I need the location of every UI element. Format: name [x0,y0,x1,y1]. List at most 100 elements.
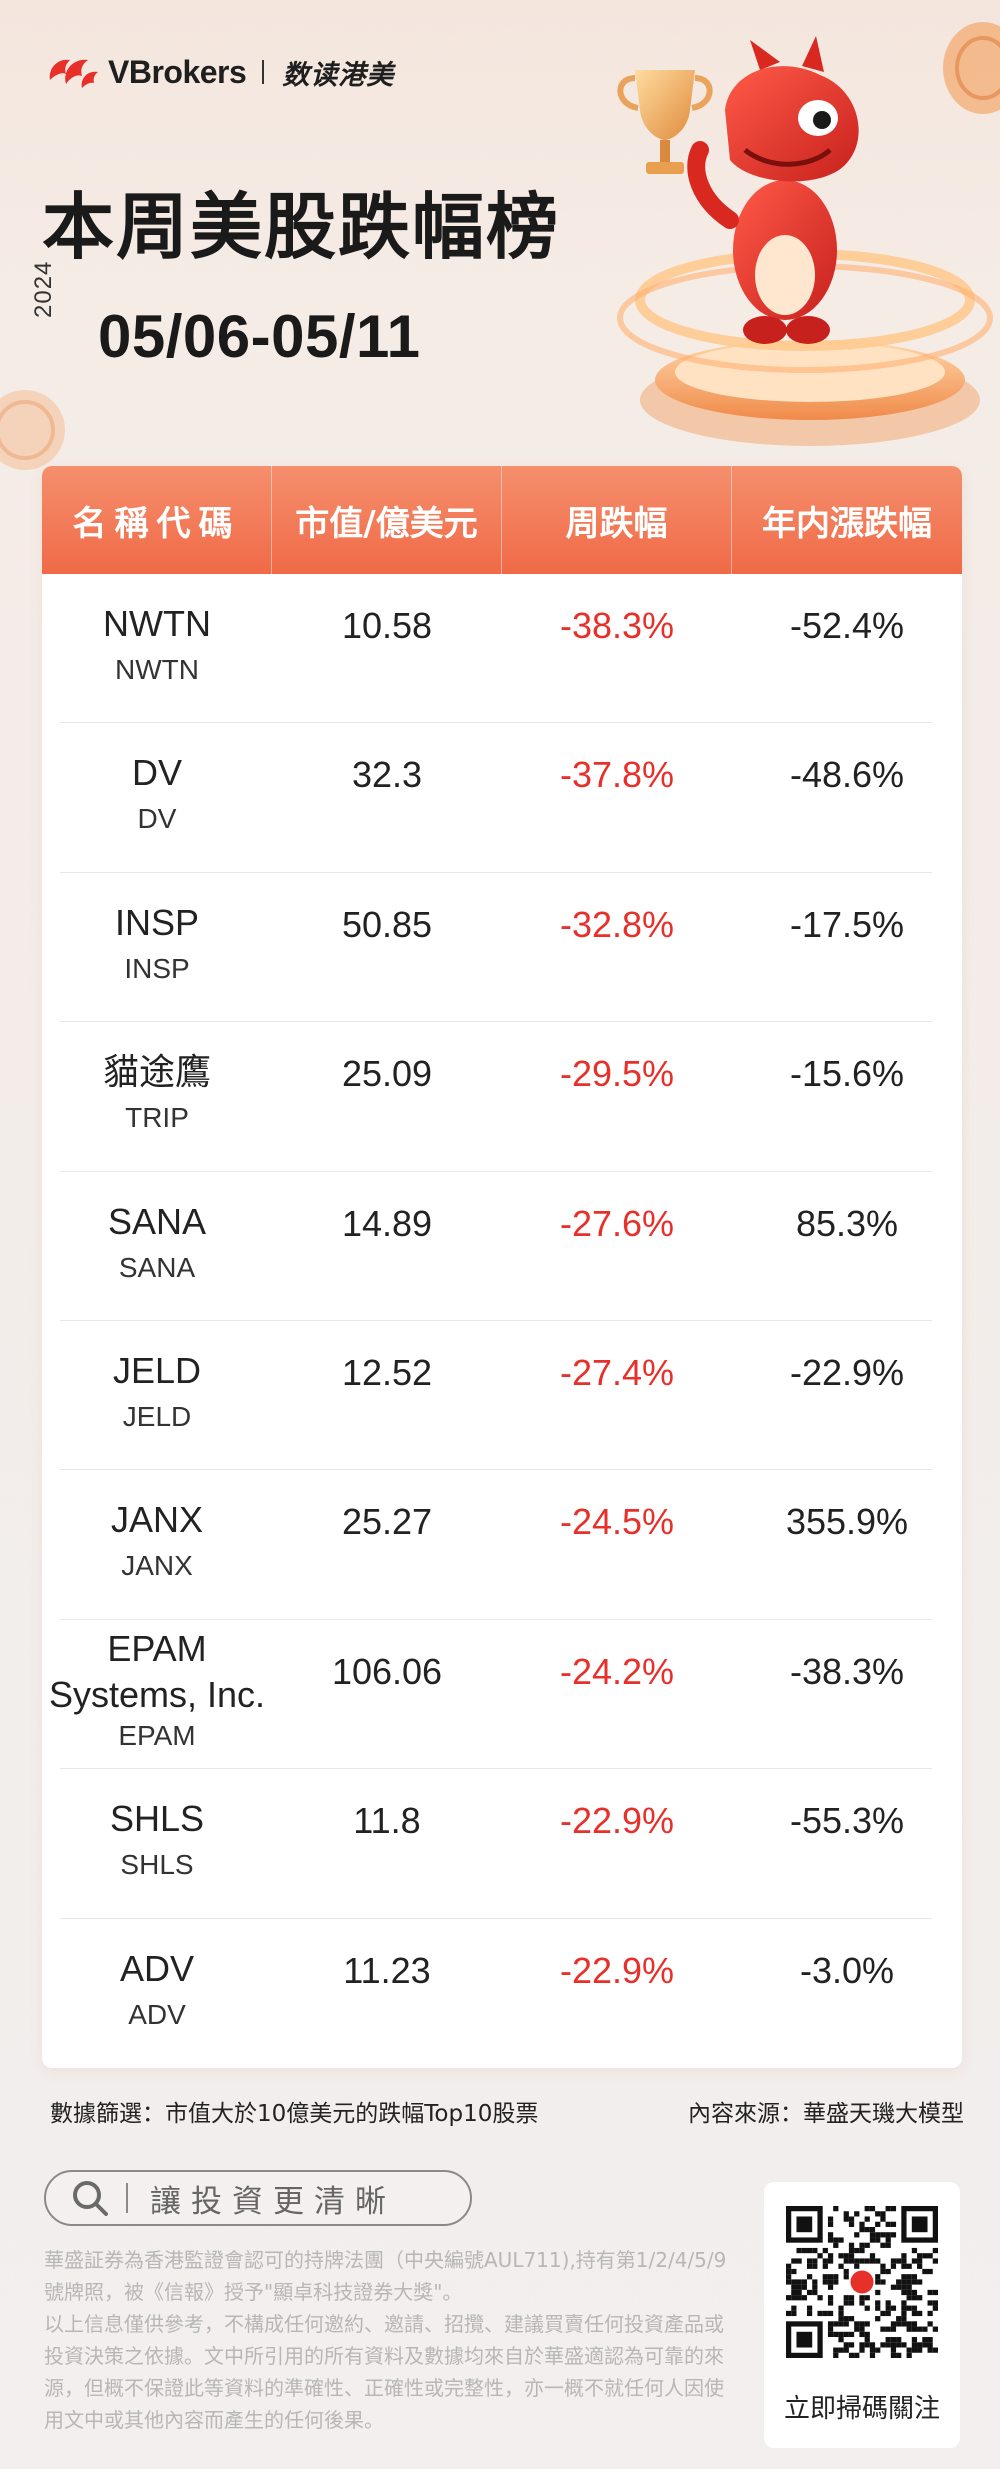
stock-code: JELD [122,1400,192,1432]
week-change: -22.9% [559,1800,675,1842]
market-cap: 106.06 [331,1650,443,1692]
ytd-change: -17.5% [789,903,905,945]
stock-name: NWTN [103,603,211,644]
stock-code: SHLS [120,1849,194,1881]
brand-subtitle: 数读港美 [282,59,395,91]
search-divider [126,2183,128,2213]
search-icon [62,2170,118,2226]
week-change: -22.9% [559,1949,675,1991]
coin-icon [943,22,1000,114]
search-bar[interactable]: 讓投資更清晰 [44,2170,472,2226]
week-change: -24.2% [559,1650,675,1692]
trophy-icon [617,70,713,174]
stock-name: SANA [107,1200,207,1242]
stock-code: INSP [124,952,190,984]
ytd-change: -52.4% [789,605,905,646]
brand-name: VBrokers [108,53,247,90]
ytd-change: 85.3% [795,1202,899,1244]
ytd-change: -55.3% [789,1800,905,1842]
table-row[interactable]: SHLS SHLS 11.8 -22.9% -55.3% [42,1769,962,1919]
disclaimer-paragraph: 以上信息僅供參考，不構成任何邀約、邀請、招攬、建議買賣任何投資產品或投資決策之依… [44,2312,724,2432]
table-row[interactable]: JANX JANX 25.27 -24.5% 355.9% [42,1470,962,1621]
page-title: 本周美股跌幅榜 [42,185,561,269]
stock-name: JELD [112,1349,202,1391]
qr-label: 立即掃碼關注 [783,2394,940,2424]
table-row[interactable]: DV DV 32.3 -37.8% -48.6% [42,723,962,874]
week-change: -27.4% [559,1351,675,1393]
table-row[interactable]: SANA SANA 14.89 -27.6% 85.3% [42,1172,962,1322]
week-change: -37.8% [559,754,675,796]
decliners-table: 名稱代碼 市值/億美元 周跌幅 年内漲跌幅 NWTN NWTN 10.58 -3… [42,466,962,2068]
stock-code: EPAM [118,1719,196,1751]
stock-name-cell: JELD JELD [42,1321,272,1470]
stock-code: DV [137,803,177,835]
stock-name: 貓途鷹 [102,1051,211,1093]
stock-name: JANX [110,1499,204,1541]
disclaimer: 華盛証券為香港監證會認可的持牌法團（中央編號AUL711),持有第1/2/4/5… [44,2244,730,2436]
ytd-change: -3.0% [799,1949,895,1991]
stock-code: NWTN [115,654,199,685]
stock-name: EPAM [107,1627,207,1669]
table-row[interactable]: NWTN NWTN 10.58 -38.3% -52.4% [42,574,962,724]
stock-name-cell: JANX JANX [42,1470,272,1619]
ytd-change: 355.9% [785,1501,909,1543]
market-cap: 14.89 [341,1202,433,1244]
stock-code: TRIP [125,1102,189,1134]
market-cap: 11.8 [353,1800,421,1842]
date-range: 05/06-05/11 [98,303,421,370]
stock-name: INSP [114,901,200,943]
ytd-change: -15.6% [789,1053,905,1095]
column-header-week-change: 周跌幅 [502,466,732,574]
stock-code: ADV [128,1998,186,2030]
ytd-change: -22.9% [789,1351,905,1393]
stock-name-cell: NWTN NWTN [42,574,272,723]
stock-name-continued: Systems, Inc. [48,1673,266,1715]
week-change: -32.8% [559,903,675,945]
dragon-mascot-icon [687,36,859,344]
ytd-change: -48.6% [789,754,905,796]
market-cap: 12.52 [341,1351,433,1393]
stock-name: ADV [119,1947,195,1989]
stock-name-cell: ADV ADV [42,1919,272,2068]
qr-card[interactable]: 立即掃碼關注 [764,2182,960,2448]
vbrokers-logo-icon [49,59,98,88]
market-cap: 25.09 [341,1053,433,1095]
search-slogan: 讓投資更清晰 [150,2183,396,2220]
table-row[interactable]: JELD JELD 12.52 -27.4% -22.9% [42,1321,962,1471]
table-row[interactable]: INSP INSP 50.85 -32.8% -17.5% [42,873,962,1023]
stock-name-cell: SHLS SHLS [42,1769,272,1918]
table-row[interactable]: ADV ADV 11.23 -22.9% -3.0% [42,1919,962,2068]
column-header-market-cap: 市值/億美元 [272,466,502,574]
market-cap: 10.58 [341,605,433,646]
week-change: -29.5% [559,1053,675,1095]
table-row[interactable]: EPAM Systems, Inc. EPAM 106.06 -24.2% -3… [42,1620,962,1770]
table-header: 名稱代碼 市值/億美元 周跌幅 年内漲跌幅 [42,466,962,574]
market-cap: 50.85 [341,903,433,945]
stock-name: DV [131,752,182,794]
stock-name-cell: INSP INSP [42,873,272,1022]
source-note: 內容來源：華盛天璣大模型 [688,2101,964,2127]
market-cap: 11.23 [343,1949,431,1991]
coin-icon [0,390,65,470]
stock-name-cell: 貓途鷹 TRIP [42,1022,272,1171]
stock-name-cell: EPAM Systems, Inc. EPAM [42,1620,272,1769]
stock-code: SANA [118,1251,196,1283]
ytd-change: -38.3% [789,1650,905,1692]
column-header-name: 名稱代碼 [42,466,272,574]
filter-note: 數據篩選：市值大於10億美元的跌幅Top10股票 [50,2101,539,2127]
brand-bar: VBrokers 数读港美 [44,50,394,94]
stock-code: JANX [121,1550,193,1582]
brand-divider [262,60,265,84]
year-label: 2024 [30,260,57,318]
week-change: -27.6% [559,1202,675,1244]
week-change: -24.5% [559,1501,675,1543]
table-row[interactable]: 貓途鷹 TRIP 25.09 -29.5% -15.6% [42,1022,962,1172]
qr-code-icon[interactable] [786,2206,938,2358]
stock-name-cell: SANA SANA [42,1172,272,1321]
disclaimer-paragraph: 華盛証券為香港監證會認可的持牌法團（中央編號AUL711),持有第1/2/4/5… [44,2248,727,2304]
stock-name: SHLS [109,1798,205,1840]
market-cap: 32.3 [351,754,423,796]
hero-illustration [617,36,993,446]
stock-name-cell: DV DV [42,723,272,872]
market-cap: 25.27 [341,1501,433,1543]
